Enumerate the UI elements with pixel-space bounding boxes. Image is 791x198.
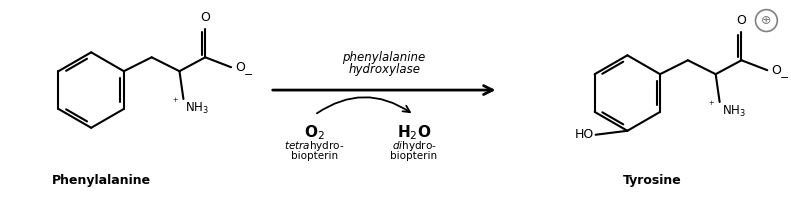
Text: O$_2$: O$_2$ (305, 123, 325, 142)
Text: Tyrosine: Tyrosine (623, 174, 682, 187)
Text: $\it{tetra}$hydro-: $\it{tetra}$hydro- (285, 139, 345, 153)
Text: O: O (771, 64, 782, 77)
Text: $^+$: $^+$ (171, 97, 180, 107)
Text: −: − (244, 70, 253, 80)
Text: H$_2$O: H$_2$O (397, 123, 431, 142)
Text: O: O (235, 61, 245, 74)
Text: O: O (200, 10, 210, 24)
Text: HO: HO (574, 128, 593, 141)
Text: $\it{di}$hydro-: $\it{di}$hydro- (392, 139, 436, 153)
Text: O: O (736, 13, 747, 27)
Text: NH$_3$: NH$_3$ (721, 104, 746, 119)
Text: NH$_3$: NH$_3$ (185, 101, 210, 116)
Text: biopterin: biopterin (390, 151, 437, 161)
Text: hydroxylase: hydroxylase (348, 63, 420, 76)
Text: biopterin: biopterin (291, 151, 339, 161)
Text: −: − (780, 73, 789, 83)
Text: $^+$: $^+$ (707, 100, 716, 110)
Text: ⊕: ⊕ (761, 14, 772, 27)
Text: phenylalanine: phenylalanine (343, 51, 426, 64)
Text: Phenylalanine: Phenylalanine (51, 174, 150, 187)
